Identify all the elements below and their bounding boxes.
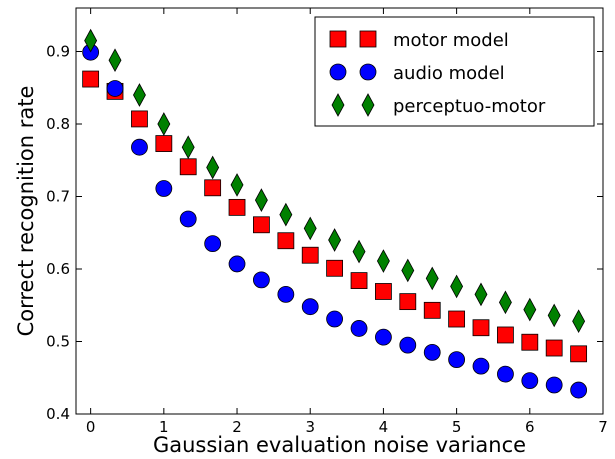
y-tick-label: 0.7 xyxy=(46,188,70,206)
data-point-audio-model xyxy=(204,235,222,253)
legend-entry: audio model xyxy=(329,63,505,84)
legend-marker-motor-model xyxy=(359,30,377,48)
data-point-audio-model xyxy=(570,381,588,399)
data-point-audio-model xyxy=(253,271,270,289)
data-point-motor-model xyxy=(326,259,343,277)
data-point-motor-model xyxy=(423,301,441,319)
data-point-audio-model xyxy=(277,285,295,303)
y-axis-title: Correct recognition rate xyxy=(14,86,38,337)
data-point-motor-model xyxy=(253,216,270,234)
data-point-motor-model xyxy=(448,310,466,328)
data-point-motor-model xyxy=(497,326,514,344)
data-point-perceptuo-motor xyxy=(547,303,561,328)
x-tick-label: 6 xyxy=(525,418,535,436)
data-point-motor-model xyxy=(350,272,368,290)
x-tick-label: 2 xyxy=(232,418,242,436)
data-point-audio-model xyxy=(399,336,417,354)
legend-label: perceptuo-motor xyxy=(393,96,546,117)
legend-marker-motor-model xyxy=(329,30,347,48)
ticks-layer: 0 1 2 3 4 5 6 7 0.4 0.5 0.6 0.7 0.8 0.9 xyxy=(46,8,608,436)
data-point-perceptuo-motor xyxy=(84,28,98,53)
legend-entry: motor model xyxy=(329,30,509,51)
legend-label: audio model xyxy=(393,63,505,84)
data-point-perceptuo-motor xyxy=(328,228,342,252)
points-layer xyxy=(82,28,588,399)
data-point-motor-model xyxy=(399,293,417,311)
x-tick-label: 1 xyxy=(159,418,169,436)
data-point-audio-model xyxy=(228,255,246,273)
data-point-perceptuo-motor xyxy=(108,48,122,73)
data-point-motor-model xyxy=(301,246,319,264)
y-tick-label: 0.4 xyxy=(46,405,70,423)
data-point-perceptuo-motor xyxy=(474,282,488,307)
data-point-perceptuo-motor xyxy=(523,297,537,322)
data-point-motor-model xyxy=(570,345,588,363)
data-point-motor-model xyxy=(82,70,100,88)
x-tick-label: 7 xyxy=(598,418,608,436)
data-point-perceptuo-motor xyxy=(498,290,512,315)
data-point-audio-model xyxy=(155,180,173,197)
data-point-motor-model xyxy=(179,158,197,176)
legend-marker-perceptuo-motor xyxy=(361,93,375,117)
data-point-perceptuo-motor xyxy=(279,202,293,227)
data-point-audio-model xyxy=(423,343,441,361)
data-point-motor-model xyxy=(472,319,490,337)
data-point-audio-model xyxy=(375,328,392,346)
y-tick-label: 0.9 xyxy=(46,43,70,61)
x-tick-label: 3 xyxy=(305,418,315,436)
legend-marker-perceptuo-motor xyxy=(331,93,345,117)
data-point-motor-model xyxy=(155,135,173,152)
legend-entry: perceptuo-motor xyxy=(331,93,546,117)
data-point-audio-model xyxy=(301,298,319,316)
data-point-audio-model xyxy=(472,357,490,375)
data-point-audio-model xyxy=(326,310,343,328)
data-point-motor-model xyxy=(277,232,295,250)
data-point-perceptuo-motor xyxy=(303,216,317,241)
data-point-motor-model xyxy=(545,339,563,357)
data-point-perceptuo-motor xyxy=(181,135,195,160)
x-tick-label: 5 xyxy=(452,418,462,436)
data-point-perceptuo-motor xyxy=(450,274,464,299)
data-point-perceptuo-motor xyxy=(206,155,220,180)
y-tick-label: 0.6 xyxy=(46,260,70,278)
data-point-perceptuo-motor xyxy=(254,188,268,212)
data-point-audio-model xyxy=(350,320,368,337)
x-axis-title: Gaussian evaluation noise variance xyxy=(153,433,526,457)
series-perceptuo-motor xyxy=(84,28,586,334)
data-point-motor-model xyxy=(375,283,392,300)
x-tick-label: 4 xyxy=(379,418,389,436)
data-point-perceptuo-motor xyxy=(157,112,171,136)
data-point-audio-model xyxy=(497,365,514,383)
data-point-audio-model xyxy=(106,80,124,97)
data-point-motor-model xyxy=(204,179,222,197)
legend-marker-audio-model xyxy=(329,63,347,81)
legend: motor model audio model perceptuo-motor xyxy=(314,16,595,127)
y-tick-label: 0.5 xyxy=(46,333,70,351)
data-point-perceptuo-motor xyxy=(425,266,439,291)
legend-marker-audio-model xyxy=(359,63,377,81)
data-point-perceptuo-motor xyxy=(401,258,415,283)
data-point-audio-model xyxy=(448,351,466,369)
data-point-motor-model xyxy=(131,110,148,128)
data-point-audio-model xyxy=(179,210,197,228)
data-point-audio-model xyxy=(545,376,563,394)
data-point-motor-model xyxy=(521,333,539,351)
legend-label: motor model xyxy=(393,30,509,51)
data-point-perceptuo-motor xyxy=(133,83,146,107)
plot-frame xyxy=(75,7,604,415)
data-point-motor-model xyxy=(228,198,246,216)
y-tick-label: 0.8 xyxy=(46,115,70,133)
data-point-audio-model xyxy=(521,372,539,390)
series-audio-model xyxy=(82,43,588,399)
data-point-audio-model xyxy=(131,138,148,156)
x-tick-label: 0 xyxy=(86,418,96,436)
data-point-perceptuo-motor xyxy=(230,173,244,197)
data-point-perceptuo-motor xyxy=(572,309,586,334)
data-point-perceptuo-motor xyxy=(376,249,390,273)
data-point-perceptuo-motor xyxy=(352,239,366,264)
